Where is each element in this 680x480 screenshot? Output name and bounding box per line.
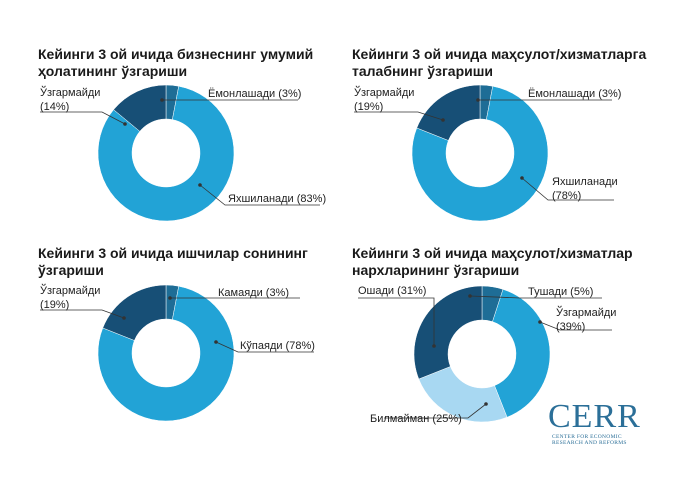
chart-1-label-worse: Ёмонлашади (3%) <box>208 88 302 100</box>
leader-dot-9 <box>122 316 126 320</box>
chart-1-title-line-2: ҳолатининг ўзгариши <box>38 63 188 79</box>
chart-1-donut <box>97 84 235 222</box>
chart-2-leader-unchanged <box>354 111 444 121</box>
chart-1-title-line-1: Кейинги 3 ой ичида бизнеснинг умумий <box>38 46 314 62</box>
chart-2-leader-better <box>521 177 614 201</box>
chart-4-title-line-1: Кейинги 3 ой ичида маҳсулот/хизматлар <box>352 245 633 261</box>
chart-2-label-unchanged: Ўзгармайди (19%) <box>354 86 414 114</box>
chart-1-label-unchanged: Ўзгармайди (14%) <box>40 86 100 114</box>
cerr-logo-wordmark: CERR <box>548 398 641 435</box>
leader-dot-6 <box>441 118 445 122</box>
chart-4-leader-unchanged <box>539 321 612 331</box>
chart-3-donut <box>97 284 235 422</box>
chart-3-slice-2 <box>97 285 235 422</box>
chart-4-label-falls: Тушади (5%) <box>528 286 594 298</box>
chart-2-title: Кейинги 3 ой ичида маҳсулот/хизматларга … <box>352 46 646 80</box>
chart-1-slice-3 <box>113 84 167 132</box>
chart-3-label-unchanged-line-2: (19%) <box>40 299 70 311</box>
chart-3-label-increase: Кўпаяди (78%) <box>240 340 315 352</box>
chart-2-label-unchanged-line-2: (19%) <box>354 101 384 113</box>
chart-3-slice-3 <box>102 284 167 341</box>
cerr-logo: CERR CENTER FOR ECONOMIC RESEARCH AND RE… <box>548 400 658 450</box>
chart-2-title-line-2: талабнинг ўзгариши <box>352 63 494 79</box>
chart-3-label-unchanged: Ўзгармайди (19%) <box>40 284 100 312</box>
chart-2-label-better: Яхшиланади (78%) <box>552 175 618 203</box>
cerr-logo-subtitle-2: RESEARCH AND REFORMS <box>552 440 627 446</box>
cerr-logo-subtitle-1: CENTER FOR ECONOMIC <box>552 434 622 440</box>
chart-2-slice-2 <box>411 85 549 222</box>
leader-dot-7 <box>168 296 172 300</box>
leader-dot-4 <box>476 98 480 102</box>
leader-dot-8 <box>214 340 218 344</box>
chart-4-label-increase: Ошади (31%) <box>358 285 427 297</box>
chart-1-leader-unchanged <box>40 111 126 125</box>
chart-2-label-worse: Ёмонлашади (3%) <box>528 88 622 100</box>
chart-4-leader-increase <box>358 297 435 346</box>
chart-2-label-better-line-1: Яхшиланади <box>552 176 618 188</box>
chart-4-title: Кейинги 3 ой ичида маҳсулот/хизматлар на… <box>352 245 633 279</box>
chart-1-label-better: Яхшиланади (83%) <box>228 193 327 205</box>
chart-4-title-line-2: нархларининг ўзгариши <box>352 262 520 278</box>
chart-4-leader-dontknow <box>384 403 487 419</box>
chart-2-label-better-line-2: (78%) <box>552 190 582 202</box>
chart-2-title-line-1: Кейинги 3 ой ичида маҳсулот/хизматларга <box>352 46 647 62</box>
chart-4-leader-falls <box>469 295 602 299</box>
leader-dot-13 <box>432 344 436 348</box>
chart-3-leader-increase <box>215 341 314 353</box>
chart-2-slice-3 <box>416 84 481 141</box>
chart-4-label-unchanged-line-1: Ўзгармайди <box>556 307 617 319</box>
leader-dot-12 <box>484 402 488 406</box>
leader-dot-2 <box>198 183 202 187</box>
chart-1-title: Кейинги 3 ой ичида бизнеснинг умумий ҳол… <box>38 46 313 80</box>
chart-3-label-unchanged-line-1: Ўзгармайди <box>40 285 101 297</box>
leader-dot-11 <box>538 320 542 324</box>
chart-1-label-unchanged-line-2: (14%) <box>40 101 70 113</box>
leader-dot-5 <box>520 176 524 180</box>
chart-4-slice-2 <box>492 289 551 418</box>
chart-4-slice-3 <box>418 366 508 423</box>
chart-4-label-unchanged: Ўзгармайди (39%) <box>556 306 616 334</box>
chart-2-label-unchanged-line-1: Ўзгармайди <box>354 87 415 99</box>
chart-3-title: Кейинги 3 ой ичида ишчилар сонининг ўзга… <box>38 245 308 279</box>
chart-2-donut <box>411 84 549 222</box>
leader-dot-10 <box>468 294 472 298</box>
leader-dot-3 <box>123 122 127 126</box>
chart-1-slice-2 <box>97 85 235 222</box>
chart-3-title-line-2: ўзгариши <box>38 262 104 278</box>
chart-3-leader-unchanged <box>40 309 125 319</box>
chart-1-label-unchanged-line-1: Ўзгармайди <box>40 87 101 99</box>
chart-3-label-decrease: Камаяди (3%) <box>218 287 290 299</box>
chart-4-slice-4 <box>413 285 483 380</box>
chart-3-title-line-1: Кейинги 3 ой ичида ишчилар сонининг <box>38 245 308 261</box>
chart-1-leader-better <box>199 184 320 206</box>
chart-4-label-unchanged-line-2: (39%) <box>556 321 586 333</box>
leader-dot-1 <box>160 98 164 102</box>
chart-4-label-dontknow: Билмайман (25%) <box>370 413 462 425</box>
chart-4-donut <box>413 285 551 423</box>
